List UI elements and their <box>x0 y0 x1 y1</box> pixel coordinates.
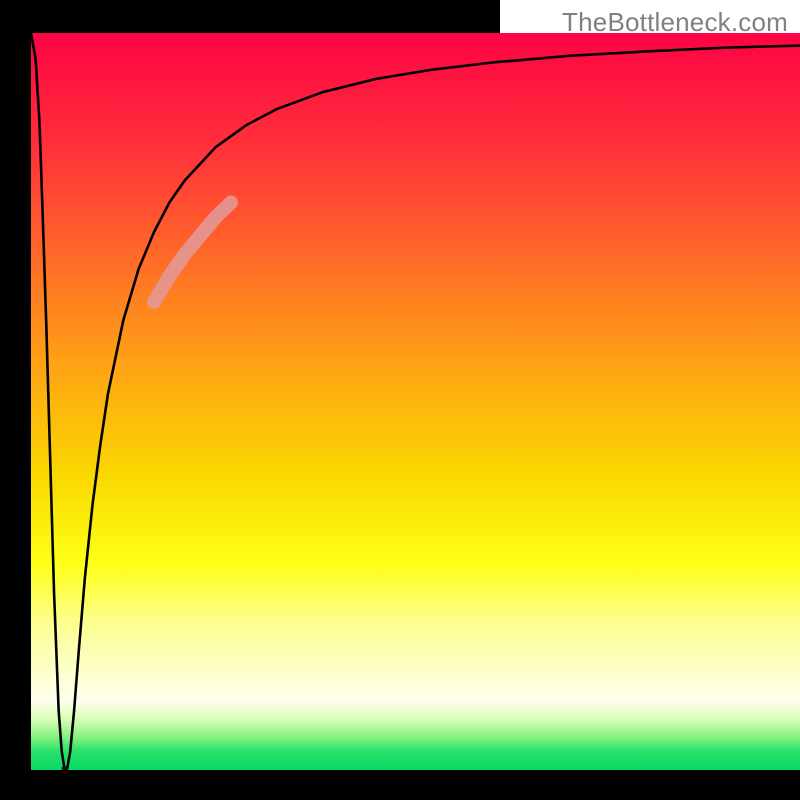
frame-bottom <box>0 770 800 800</box>
watermark-text: TheBottleneck.com <box>562 7 788 38</box>
plot-background <box>31 33 800 770</box>
frame-left <box>0 0 31 800</box>
chart-svg <box>0 0 800 800</box>
chart-canvas: { "watermark": { "text": "TheBottleneck.… <box>0 0 800 800</box>
